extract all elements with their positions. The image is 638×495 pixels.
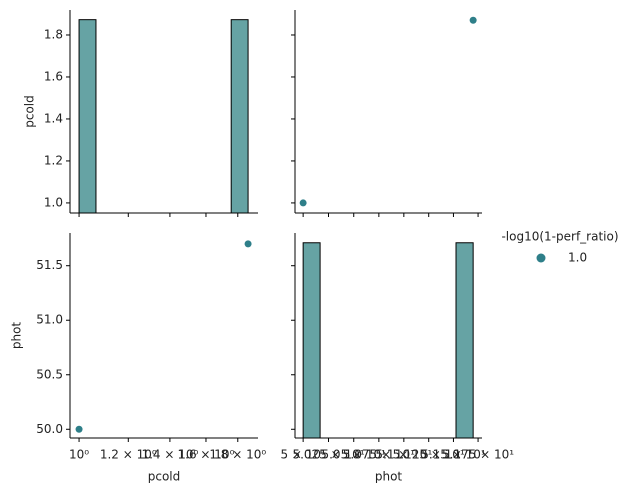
y-tick-label: 51.0 [36, 313, 63, 327]
x-tick-label: 5 × 10¹ [280, 448, 326, 462]
y-tick-label: 1.4 [44, 111, 63, 125]
x-tick-label: 1.8 × 10⁰ [209, 448, 266, 462]
x-axis-label: phot [375, 470, 403, 484]
x-tick-label: 5.075 × 10¹ [343, 448, 415, 462]
x-tick-label: 5.125 × 10¹ [393, 448, 465, 462]
y-tick-label: 50.5 [36, 367, 63, 381]
hist-bar [78, 19, 97, 214]
hist-bar [455, 242, 474, 439]
y-axis-label: pcold [23, 95, 37, 128]
point [244, 240, 252, 248]
hist-bar [230, 19, 249, 214]
y-tick-label: 1.2 [44, 153, 63, 167]
x-tick-label: 5.025 × 10¹ [292, 448, 364, 462]
y-axis-label: phot [10, 322, 24, 350]
point [75, 425, 83, 433]
x-tick-label: 10⁰ [69, 448, 89, 462]
legend-label: 1.0 [568, 251, 587, 265]
x-tick-label: 1.6 × 10⁰ [178, 448, 235, 462]
hist-bar [302, 242, 321, 439]
x-tick-label: 5.05 × 10¹ [321, 448, 386, 462]
x-tick-label: 1.4 × 10⁰ [141, 448, 198, 462]
y-tick-label: 1.8 [44, 27, 63, 41]
x-tick-label: 1.2 × 10⁰ [100, 448, 157, 462]
x-tick-label: 5.175 × 10¹ [442, 448, 514, 462]
y-tick-label: 51.5 [36, 258, 63, 272]
x-tick-label: 5.1 × 10¹ [375, 448, 432, 462]
legend-marker [536, 253, 546, 263]
point [469, 16, 477, 24]
legend-title: -log10(1-perf_ratio) [501, 230, 618, 244]
x-axis-label: pcold [148, 470, 181, 484]
y-tick-label: 50.0 [36, 422, 63, 436]
y-tick-label: 1.6 [44, 69, 63, 83]
y-tick-label: 1.0 [44, 195, 63, 209]
x-tick-label: 5.15 × 10¹ [421, 448, 486, 462]
point [299, 199, 307, 207]
